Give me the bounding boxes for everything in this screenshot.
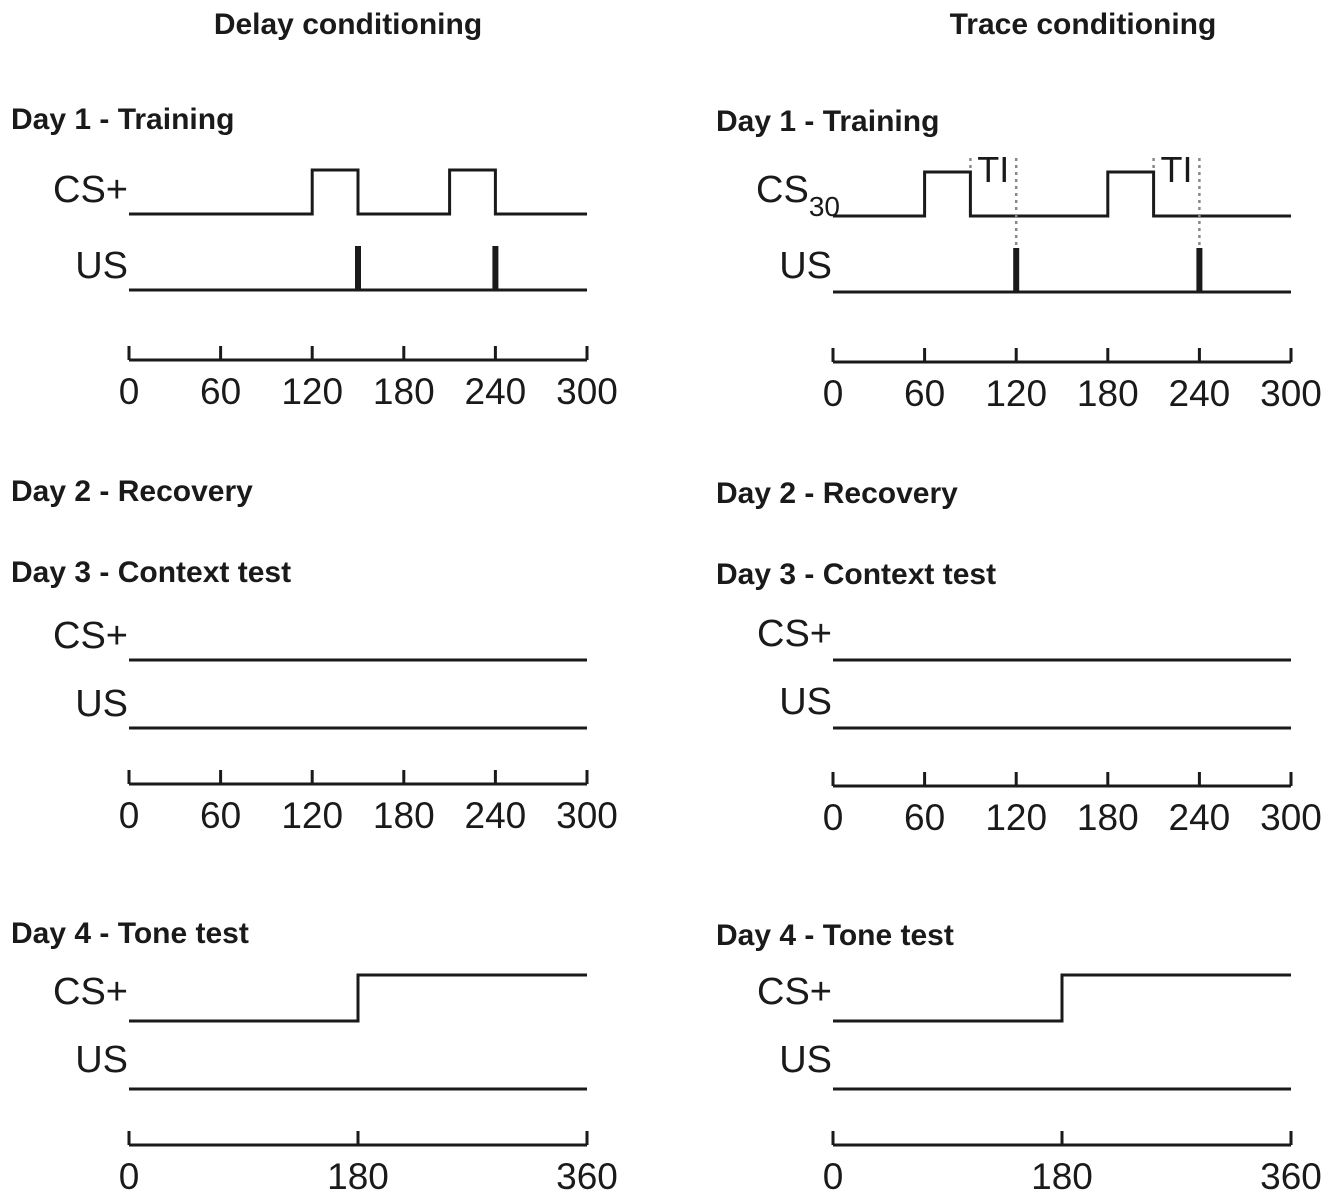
delay-day1-title: Day 1 - Training	[11, 103, 234, 136]
delay-day1-us-shock-mark-2	[492, 246, 499, 290]
axis-tick-label-240: 240	[1169, 797, 1231, 838]
trace-interval-1-label: TI	[977, 149, 1009, 190]
axis-tick-label-0: 0	[823, 1156, 844, 1193]
trace-day3-time-axis: 0 60 120 180 240 300	[823, 772, 1322, 838]
delay-day4-title: Day 4 - Tone test	[11, 917, 249, 950]
trace-day3-us-label: US	[779, 681, 832, 723]
axis-tick-label-300: 300	[1260, 797, 1322, 838]
axis-tick-label-0: 0	[119, 795, 140, 836]
trace-day3-title: Day 3 - Context test	[716, 558, 996, 591]
delay-day4-time-axis: 0 180 360	[119, 1131, 618, 1193]
delay-day4-csplus-label: CS+	[53, 971, 128, 1013]
axis-tick-label-60: 60	[200, 795, 241, 836]
delay-day3-panel: CS+ US 0 60 120 180 240 300	[53, 615, 618, 836]
timeline-panels: CS+ US 0 60 120 180 240 300 CS+ US 0 60 120 180 240 300…	[53, 149, 1322, 1193]
column-title-trace: Trace conditioning	[950, 8, 1217, 41]
trace-day4-title: Day 4 - Tone test	[716, 919, 954, 952]
trace-day1-panel: CS30 US TI TI 0 60 120 180 240 300	[756, 149, 1322, 414]
axis-tick-label-300: 300	[556, 795, 618, 836]
delay-day1-us-shock-mark-1	[355, 246, 361, 290]
axis-tick-label-120: 120	[281, 795, 343, 836]
trace-day3-panel: CS+ US 0 60 120 180 240 300	[757, 613, 1322, 838]
axis-tick-label-180: 180	[1077, 373, 1139, 414]
trace-day4-csplus-signal	[833, 973, 1291, 1023]
axis-tick-label-0: 0	[119, 371, 140, 412]
trace-day1-us-shock-mark-1	[1013, 248, 1020, 292]
column-title-delay: Delay conditioning	[214, 8, 482, 41]
delay-day4-us-label: US	[75, 1039, 128, 1081]
axis-tick-label-120: 120	[281, 371, 343, 412]
axis-tick-label-0: 0	[823, 797, 844, 838]
trace-day1-cs30-signal	[833, 170, 1291, 218]
trace-day1-title: Day 1 - Training	[716, 105, 939, 138]
trace-day4-time-axis: 0 180 360	[823, 1131, 1322, 1193]
delay-day3-csplus-label: CS+	[53, 615, 128, 657]
axis-tick-label-300: 300	[1260, 373, 1322, 414]
trace-day1-cs30-label: CS30	[756, 169, 840, 222]
delay-day1-time-axis: 0 60 120 180 240 300	[119, 346, 618, 412]
delay-day4-panel: CS+ US 0 180 360	[53, 971, 618, 1193]
axis-tick-label-360: 360	[556, 1156, 618, 1193]
delay-day3-us-label: US	[75, 683, 128, 725]
delay-day3-title: Day 3 - Context test	[11, 556, 291, 589]
axis-tick-label-300: 300	[556, 371, 618, 412]
delay-day1-csplus-signal	[129, 168, 587, 216]
axis-tick-label-180: 180	[1031, 1156, 1093, 1193]
axis-tick-label-180: 180	[1077, 797, 1139, 838]
axis-tick-label-120: 120	[985, 373, 1047, 414]
trace-interval-2-label: TI	[1161, 149, 1193, 190]
axis-tick-label-360: 360	[1260, 1156, 1322, 1193]
delay-day1-panel: CS+ US 0 60 120 180 240 300	[53, 168, 618, 412]
axis-tick-label-240: 240	[1169, 373, 1231, 414]
trace-day4-csplus-label: CS+	[757, 971, 832, 1013]
axis-tick-label-60: 60	[904, 373, 945, 414]
axis-tick-label-120: 120	[985, 797, 1047, 838]
trace-day4-us-label: US	[779, 1039, 832, 1081]
axis-tick-label-0: 0	[119, 1156, 140, 1193]
axis-tick-label-240: 240	[465, 795, 527, 836]
trace-day1-us-shock-mark-2	[1196, 248, 1203, 292]
trace-day3-csplus-label: CS+	[757, 613, 832, 655]
axis-tick-label-60: 60	[904, 797, 945, 838]
trace-day2-title: Day 2 - Recovery	[716, 477, 958, 510]
delay-day3-time-axis: 0 60 120 180 240 300	[119, 770, 618, 836]
trace-day1-time-axis: 0 60 120 180 240 300	[823, 348, 1322, 414]
axis-tick-label-180: 180	[327, 1156, 389, 1193]
axis-tick-label-180: 180	[373, 371, 435, 412]
delay-day1-csplus-label: CS+	[53, 169, 128, 211]
trace-day1-us-label: US	[779, 245, 832, 287]
delay-day1-us-label: US	[75, 245, 128, 287]
axis-tick-label-60: 60	[200, 371, 241, 412]
delay-day2-title: Day 2 - Recovery	[11, 475, 253, 508]
axis-tick-label-180: 180	[373, 795, 435, 836]
axis-tick-label-0: 0	[823, 373, 844, 414]
delay-day4-csplus-signal	[129, 973, 587, 1023]
trace-day4-panel: CS+ US 0 180 360	[757, 971, 1322, 1193]
axis-tick-label-240: 240	[465, 371, 527, 412]
